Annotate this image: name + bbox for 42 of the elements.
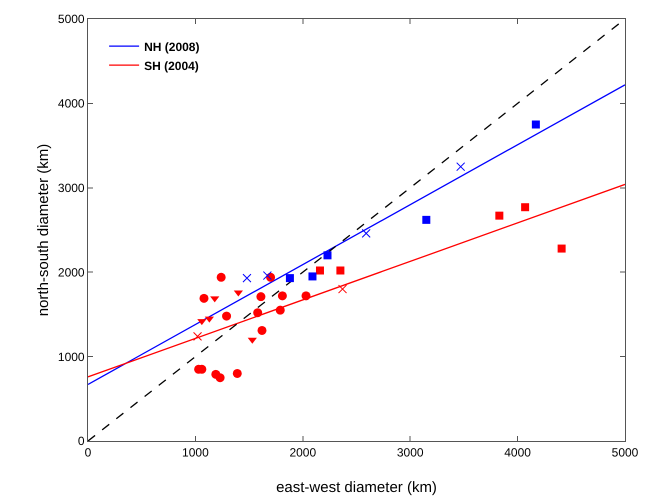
point	[302, 291, 311, 300]
point	[253, 308, 262, 318]
point	[257, 326, 266, 335]
y-axis-title: north-south diameter (km)	[35, 144, 52, 316]
point	[286, 274, 294, 282]
point	[456, 162, 466, 172]
point	[276, 306, 285, 315]
x-tick-label: 4000	[504, 445, 532, 460]
point	[324, 251, 332, 260]
point	[558, 244, 566, 253]
point	[422, 216, 430, 224]
point	[532, 120, 540, 128]
point	[256, 292, 266, 302]
x-tick-label: 3000	[396, 445, 424, 460]
y-tick-label: 2000	[58, 265, 85, 280]
point	[262, 271, 272, 280]
x-tick-label: 2000	[289, 445, 316, 460]
point	[199, 294, 208, 303]
point	[495, 212, 504, 220]
point	[216, 272, 226, 282]
point	[308, 272, 316, 280]
y-tick-label: 3000	[58, 181, 85, 195]
legend-label: SH (2004)	[144, 58, 199, 73]
point	[338, 284, 348, 294]
point	[362, 228, 371, 238]
point	[521, 203, 530, 212]
x-axis-title: east-west diameter (km)	[276, 479, 437, 496]
point	[336, 266, 344, 275]
x-tick-label: 5000	[612, 445, 639, 460]
point	[222, 312, 232, 321]
y-tick-label: 5000	[58, 12, 85, 26]
point	[242, 274, 252, 283]
y-tick-label: 0	[78, 434, 85, 448]
point	[278, 291, 287, 300]
y-tick-label: 1000	[58, 350, 85, 364]
point	[216, 373, 225, 382]
y-tick-label: 4000	[58, 96, 85, 111]
point	[232, 368, 242, 378]
point	[193, 332, 202, 341]
x-tick-label: 1000	[182, 445, 210, 460]
point	[316, 266, 324, 275]
legend-label: NH (2008)	[144, 40, 200, 54]
